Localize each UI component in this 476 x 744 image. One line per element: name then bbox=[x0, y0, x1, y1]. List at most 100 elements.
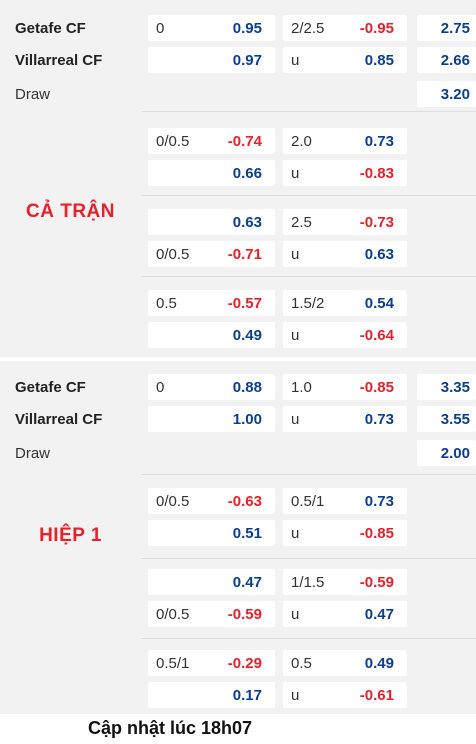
over-under-line: u bbox=[291, 327, 300, 344]
over-under-line: u bbox=[291, 246, 300, 263]
handicap-odds: 0.95 bbox=[232, 20, 262, 37]
over-under-cell[interactable]: u -0.85 bbox=[283, 520, 407, 546]
divider bbox=[141, 111, 476, 112]
over-under-cell[interactable]: 2.5 -0.73 bbox=[283, 209, 407, 235]
over-under-cell[interactable]: u -0.64 bbox=[283, 322, 407, 348]
match-result-cell[interactable]: 2.00 bbox=[417, 440, 476, 466]
over-under-odds: -0.59 bbox=[359, 574, 394, 591]
section-label: CẢ TRẬN bbox=[26, 201, 115, 222]
handicap-odds: 0.17 bbox=[232, 687, 262, 704]
handicap-odds: 0.66 bbox=[232, 165, 262, 182]
handicap-line: 0.5 bbox=[156, 295, 177, 312]
over-under-odds: -0.73 bbox=[359, 214, 394, 231]
draw-label: Draw bbox=[15, 86, 51, 103]
handicap-cell[interactable]: 0.63 bbox=[148, 209, 275, 235]
over-under-cell[interactable]: u 0.63 bbox=[283, 241, 407, 267]
handicap-cell[interactable]: 0.5 -0.57 bbox=[148, 290, 275, 316]
away-team-name: Villarreal CF bbox=[15, 52, 103, 69]
handicap-odds: 0.47 bbox=[232, 574, 262, 591]
handicap-line: 0/0.5 bbox=[156, 133, 190, 150]
handicap-odds: -0.59 bbox=[227, 606, 262, 623]
match-result-cell[interactable]: 2.66 bbox=[417, 47, 476, 73]
over-under-line: 2/2.5 bbox=[291, 20, 325, 37]
handicap-cell[interactable]: 0 0.88 bbox=[148, 374, 275, 400]
handicap-cell[interactable]: 0.51 bbox=[148, 520, 275, 546]
over-under-odds: -0.85 bbox=[359, 379, 394, 396]
handicap-line: 0/0.5 bbox=[156, 246, 190, 263]
handicap-cell[interactable]: 0.5/1 -0.29 bbox=[148, 650, 275, 676]
handicap-line: 0.5/1 bbox=[156, 655, 190, 672]
over-under-odds: 0.63 bbox=[364, 246, 394, 263]
handicap-cell[interactable]: 0.66 bbox=[148, 160, 275, 186]
over-under-cell[interactable]: u 0.73 bbox=[283, 406, 407, 432]
over-under-cell[interactable]: u 0.85 bbox=[283, 47, 407, 73]
handicap-cell[interactable]: 0.49 bbox=[148, 322, 275, 348]
handicap-odds: 0.97 bbox=[232, 52, 262, 69]
over-under-cell[interactable]: 1.0 -0.85 bbox=[283, 374, 407, 400]
match-result-cell[interactable]: 2.75 bbox=[417, 15, 476, 41]
over-under-line: 2.0 bbox=[291, 133, 312, 150]
over-under-line: 0.5 bbox=[291, 655, 312, 672]
over-under-odds: -0.85 bbox=[359, 525, 394, 542]
handicap-cell[interactable]: 0/0.5 -0.74 bbox=[148, 128, 275, 154]
over-under-line: 2.5 bbox=[291, 214, 312, 231]
first-half-section: Getafe CF Villarreal CF Draw HIỆP 1 0 0.8… bbox=[0, 361, 476, 714]
match-result-odds: 3.55 bbox=[440, 411, 470, 428]
handicap-cell[interactable]: 0 0.95 bbox=[148, 15, 275, 41]
handicap-line: 0 bbox=[156, 379, 165, 396]
over-under-line: u bbox=[291, 606, 300, 623]
handicap-odds: 0.51 bbox=[232, 525, 262, 542]
over-under-odds: 0.54 bbox=[364, 295, 394, 312]
last-updated: Cập nhật lúc 18h07 bbox=[87, 718, 253, 738]
over-under-cell[interactable]: u -0.83 bbox=[283, 160, 407, 186]
handicap-cell[interactable]: 0/0.5 -0.63 bbox=[148, 488, 275, 514]
match-result-cell[interactable]: 3.55 bbox=[417, 406, 476, 432]
home-team-name: Getafe CF bbox=[15, 20, 86, 37]
over-under-line: 1.5/2 bbox=[291, 295, 325, 312]
handicap-cell[interactable]: 0.97 bbox=[148, 47, 275, 73]
over-under-odds: 0.73 bbox=[364, 133, 394, 150]
over-under-line: 0.5/1 bbox=[291, 493, 325, 510]
match-result-odds: 2.75 bbox=[440, 20, 470, 37]
handicap-odds: -0.57 bbox=[227, 295, 262, 312]
over-under-cell[interactable]: 2/2.5 -0.95 bbox=[283, 15, 407, 41]
match-result-odds: 3.20 bbox=[440, 86, 470, 103]
handicap-odds: 0.88 bbox=[232, 379, 262, 396]
over-under-cell[interactable]: 1.5/2 0.54 bbox=[283, 290, 407, 316]
match-result-odds: 2.66 bbox=[440, 52, 470, 69]
over-under-cell[interactable]: u -0.61 bbox=[283, 682, 407, 708]
over-under-odds: -0.61 bbox=[359, 687, 394, 704]
section-label: HIỆP 1 bbox=[39, 525, 102, 546]
divider bbox=[141, 195, 476, 196]
handicap-cell[interactable]: 0.47 bbox=[148, 569, 275, 595]
handicap-cell[interactable]: 0/0.5 -0.71 bbox=[148, 241, 275, 267]
over-under-line: 1/1.5 bbox=[291, 574, 325, 591]
match-result-cell[interactable]: 3.35 bbox=[417, 374, 476, 400]
over-under-cell[interactable]: 0.5 0.49 bbox=[283, 650, 407, 676]
over-under-cell[interactable]: 1/1.5 -0.59 bbox=[283, 569, 407, 595]
over-under-line: 1.0 bbox=[291, 379, 312, 396]
match-result-odds: 2.00 bbox=[440, 445, 470, 462]
over-under-odds: 0.73 bbox=[364, 411, 394, 428]
over-under-line: u bbox=[291, 165, 300, 182]
match-result-cell[interactable]: 3.20 bbox=[417, 81, 476, 107]
divider bbox=[141, 276, 476, 277]
handicap-odds: -0.74 bbox=[227, 133, 262, 150]
divider bbox=[141, 474, 476, 475]
match-result-odds: 3.35 bbox=[440, 379, 470, 396]
over-under-cell[interactable]: 2.0 0.73 bbox=[283, 128, 407, 154]
handicap-cell[interactable]: 0/0.5 -0.59 bbox=[148, 601, 275, 627]
handicap-odds: 1.00 bbox=[232, 411, 262, 428]
first-half-teams: Getafe CF Villarreal CF Draw HIỆP 1 bbox=[0, 361, 141, 714]
over-under-odds: -0.95 bbox=[359, 20, 394, 37]
handicap-odds: -0.63 bbox=[227, 493, 262, 510]
over-under-odds: -0.83 bbox=[359, 165, 394, 182]
divider bbox=[141, 638, 476, 639]
over-under-cell[interactable]: u 0.47 bbox=[283, 601, 407, 627]
over-under-cell[interactable]: 0.5/1 0.73 bbox=[283, 488, 407, 514]
handicap-line: 0 bbox=[156, 20, 165, 37]
over-under-line: u bbox=[291, 52, 300, 69]
over-under-line: u bbox=[291, 411, 300, 428]
handicap-cell[interactable]: 1.00 bbox=[148, 406, 275, 432]
handicap-cell[interactable]: 0.17 bbox=[148, 682, 275, 708]
